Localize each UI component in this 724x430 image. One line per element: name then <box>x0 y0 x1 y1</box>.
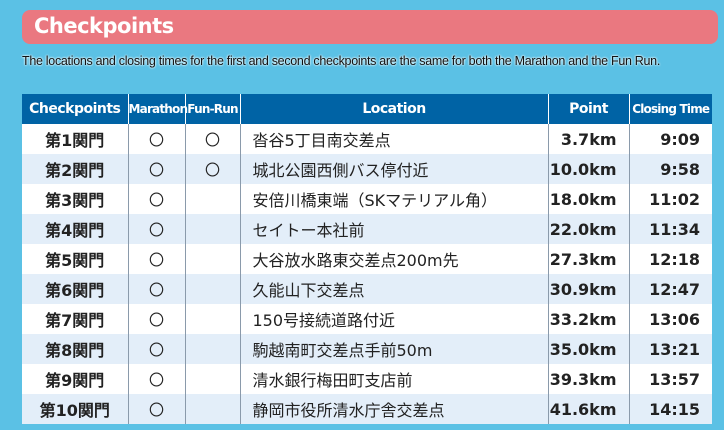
closing-time-cell: 13:06 <box>628 304 712 334</box>
column-header-fun-run: Fun-Run <box>184 94 240 124</box>
table-row: 第9関門〇 清水銀行梅田町支店前 39.3km 13:57 <box>22 364 712 394</box>
table-row: 第1関門〇〇沓谷5丁目南交差点 3.7km 9:09 <box>22 124 712 154</box>
location-cell: 久能山下交差点 <box>239 274 548 304</box>
column-header-point: Point <box>547 94 629 124</box>
location-cell: 沓谷5丁目南交差点 <box>239 124 548 154</box>
fun-run-mark <box>184 214 240 244</box>
fun-run-mark <box>184 304 240 334</box>
checkpoint-cell: 第3関門 <box>22 184 128 214</box>
checkpoint-note: The locations and closing times for the … <box>22 54 660 68</box>
section-title: Checkpoints <box>34 14 174 38</box>
fun-run-mark: 〇 <box>184 124 240 154</box>
fun-run-mark <box>184 394 240 424</box>
location-cell: 清水銀行梅田町支店前 <box>239 364 548 394</box>
marathon-mark: 〇 <box>127 214 185 244</box>
closing-time-cell: 9:58 <box>628 154 712 184</box>
closing-time-cell: 9:09 <box>628 124 712 154</box>
marathon-mark: 〇 <box>127 184 185 214</box>
column-header-location: Location <box>239 94 548 124</box>
marathon-mark: 〇 <box>127 274 185 304</box>
marathon-mark: 〇 <box>127 394 185 424</box>
section-title-bar: Checkpoints <box>22 10 718 44</box>
location-cell: セイトー本社前 <box>239 214 548 244</box>
fun-run-mark <box>184 244 240 274</box>
table-row: 第7関門〇 150号接続道路付近 33.2km 13:06 <box>22 304 712 334</box>
point-cell: 35.0km <box>547 334 629 364</box>
column-header-checkpoints: Checkpoints <box>22 94 128 124</box>
marathon-mark: 〇 <box>127 364 185 394</box>
fun-run-mark <box>184 184 240 214</box>
checkpoint-cell: 第6関門 <box>22 274 128 304</box>
table-row: 第4関門〇 セイトー本社前 22.0km 11:34 <box>22 214 712 244</box>
marathon-mark: 〇 <box>127 334 185 364</box>
location-cell: 静岡市役所清水庁舎交差点 <box>239 394 548 424</box>
table-row: 第3関門〇 安倍川橋東端（SKマテリアル角） 18.0km 11:02 <box>22 184 712 214</box>
column-header-marathon: Marathon <box>127 94 188 124</box>
location-cell: 安倍川橋東端（SKマテリアル角） <box>239 184 548 214</box>
point-cell: 18.0km <box>547 184 629 214</box>
marathon-mark: 〇 <box>127 244 185 274</box>
location-cell: 駒越南町交差点手前50m <box>239 334 548 364</box>
closing-time-cell: 12:18 <box>628 244 712 274</box>
location-cell: 大谷放水路東交差点200m先 <box>239 244 548 274</box>
table-header-row: Checkpoints Marathon Fun-Run Location Po… <box>22 94 712 124</box>
closing-time-cell: 12:47 <box>628 274 712 304</box>
table-row: 第2関門〇〇城北公園西側バス停付近 10.0km 9:58 <box>22 154 712 184</box>
closing-time-cell: 11:02 <box>628 184 712 214</box>
fun-run-mark <box>184 274 240 304</box>
marathon-mark: 〇 <box>127 124 185 154</box>
point-cell: 30.9km <box>547 274 629 304</box>
point-cell: 22.0km <box>547 214 629 244</box>
point-cell: 10.0km <box>547 154 629 184</box>
point-cell: 3.7km <box>547 124 629 154</box>
table-row: 第5関門〇 大谷放水路東交差点200m先 27.3km 12:18 <box>22 244 712 274</box>
closing-time-cell: 11:34 <box>628 214 712 244</box>
location-cell: 150号接続道路付近 <box>239 304 548 334</box>
location-cell: 城北公園西側バス停付近 <box>239 154 548 184</box>
checkpoint-cell: 第2関門 <box>22 154 128 184</box>
checkpoints-table: Checkpoints Marathon Fun-Run Location Po… <box>22 94 712 424</box>
table-row: 第10関門〇 静岡市役所清水庁舎交差点 41.6km 14:15 <box>22 394 712 424</box>
checkpoint-cell: 第5関門 <box>22 244 128 274</box>
marathon-mark: 〇 <box>127 304 185 334</box>
table-row: 第8関門〇 駒越南町交差点手前50m 35.0km 13:21 <box>22 334 712 364</box>
fun-run-mark <box>184 334 240 364</box>
point-cell: 27.3km <box>547 244 629 274</box>
table-row: 第6関門〇 久能山下交差点 30.9km 12:47 <box>22 274 712 304</box>
checkpoint-cell: 第1関門 <box>22 124 128 154</box>
marathon-mark: 〇 <box>127 154 185 184</box>
point-cell: 41.6km <box>547 394 629 424</box>
checkpoint-cell: 第4関門 <box>22 214 128 244</box>
point-cell: 33.2km <box>547 304 629 334</box>
checkpoint-cell: 第9関門 <box>22 364 128 394</box>
closing-time-cell: 13:57 <box>628 364 712 394</box>
checkpoint-cell: 第7関門 <box>22 304 128 334</box>
point-cell: 39.3km <box>547 364 629 394</box>
closing-time-cell: 13:21 <box>628 334 712 364</box>
checkpoint-cell: 第10関門 <box>22 394 128 424</box>
checkpoint-cell: 第8関門 <box>22 334 128 364</box>
fun-run-mark <box>184 364 240 394</box>
closing-time-cell: 14:15 <box>628 394 712 424</box>
fun-run-mark: 〇 <box>184 154 240 184</box>
column-header-closing-time: Closing Time <box>628 94 712 124</box>
